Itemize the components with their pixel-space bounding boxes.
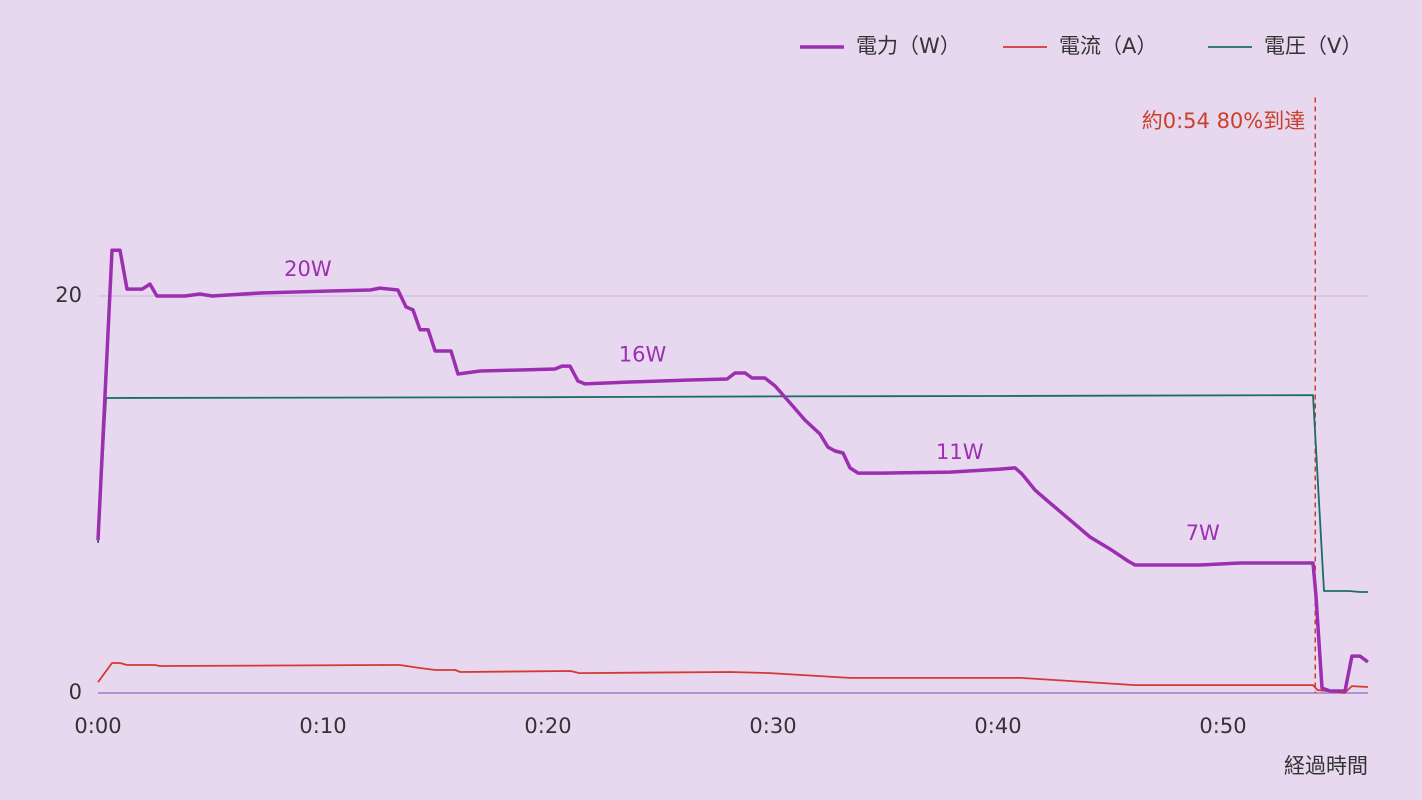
x-tick-label: 0:10 — [299, 714, 346, 738]
x-axis-label: 経過時間 — [1284, 754, 1368, 778]
annotation: 16W — [619, 343, 667, 367]
series-line — [96, 248, 1369, 693]
y-tick-label: 20 — [55, 283, 82, 307]
annotation: 7W — [1186, 521, 1220, 545]
marker-label: 約0:54 80%到達 — [1142, 109, 1306, 133]
annotation: 20W — [284, 257, 332, 281]
x-tick-label: 0:50 — [1199, 714, 1246, 738]
series-line — [97, 662, 1368, 694]
x-tick-label: 0:30 — [749, 714, 796, 738]
y-tick-label: 0 — [69, 680, 82, 704]
legend-label: 電圧（V） — [1264, 34, 1362, 58]
x-tick-label: 0:00 — [74, 714, 121, 738]
legend-label: 電流（A） — [1059, 34, 1157, 58]
legend-label: 電力（W） — [856, 34, 961, 58]
series-line — [97, 394, 1368, 593]
annotation: 11W — [936, 440, 984, 464]
x-tick-label: 0:20 — [524, 714, 571, 738]
x-tick-label: 0:40 — [974, 714, 1021, 738]
